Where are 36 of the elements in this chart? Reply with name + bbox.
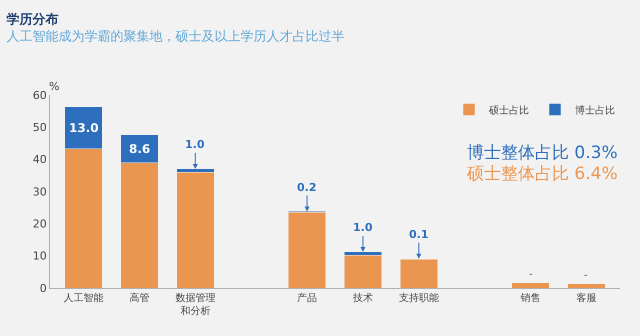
y-axis-title: %: [49, 80, 60, 93]
chart-title: 学历分布: [6, 12, 58, 28]
text: -: [529, 269, 533, 280]
y-tick-label: 30: [32, 185, 47, 198]
data-label: 13.0: [69, 121, 99, 135]
text: -: [584, 270, 588, 281]
x-tick-label: 支持职能: [398, 292, 439, 304]
y-tick-label: 50: [32, 121, 47, 134]
chart-subtitle: 人工智能成为学霸的聚集地，硕士及以上学历人才占比过半: [6, 29, 344, 44]
y-tick-label: 0: [40, 282, 47, 295]
bar: [512, 282, 550, 288]
y-tick-label: 60: [32, 88, 47, 102]
x-tick-label: 客服: [576, 292, 596, 304]
y-tick-label: 10: [32, 250, 47, 263]
legend-label: 硕士占比: [488, 104, 529, 116]
y-tick-label: 40: [32, 153, 47, 166]
data-label: 8.6: [129, 142, 150, 156]
bar: [176, 172, 214, 288]
legend-label: 博士占比: [575, 104, 615, 116]
data-label: 0.1: [409, 228, 428, 241]
annotation: 硕士整体占比 6.4%: [466, 164, 618, 184]
x-tick-label: 数据管理和分析: [175, 292, 216, 317]
bar: [288, 212, 326, 288]
x-tick-label: 销售: [520, 292, 541, 304]
bar: [344, 254, 382, 288]
annotation: 博士整体占比 0.3%: [467, 143, 618, 163]
x-tick-label: 人工智能: [64, 292, 104, 304]
y-tick-label: 20: [32, 218, 47, 231]
x-tick-label: 技术: [352, 292, 373, 304]
data-label: 1.0: [353, 221, 373, 234]
bar: [568, 283, 606, 288]
data-label: 0.2: [297, 181, 316, 194]
bar: [400, 258, 438, 288]
x-tick-label: 产品: [297, 292, 318, 304]
x-tick-label: 高管: [129, 292, 150, 304]
data-label: 1.0: [185, 138, 205, 151]
